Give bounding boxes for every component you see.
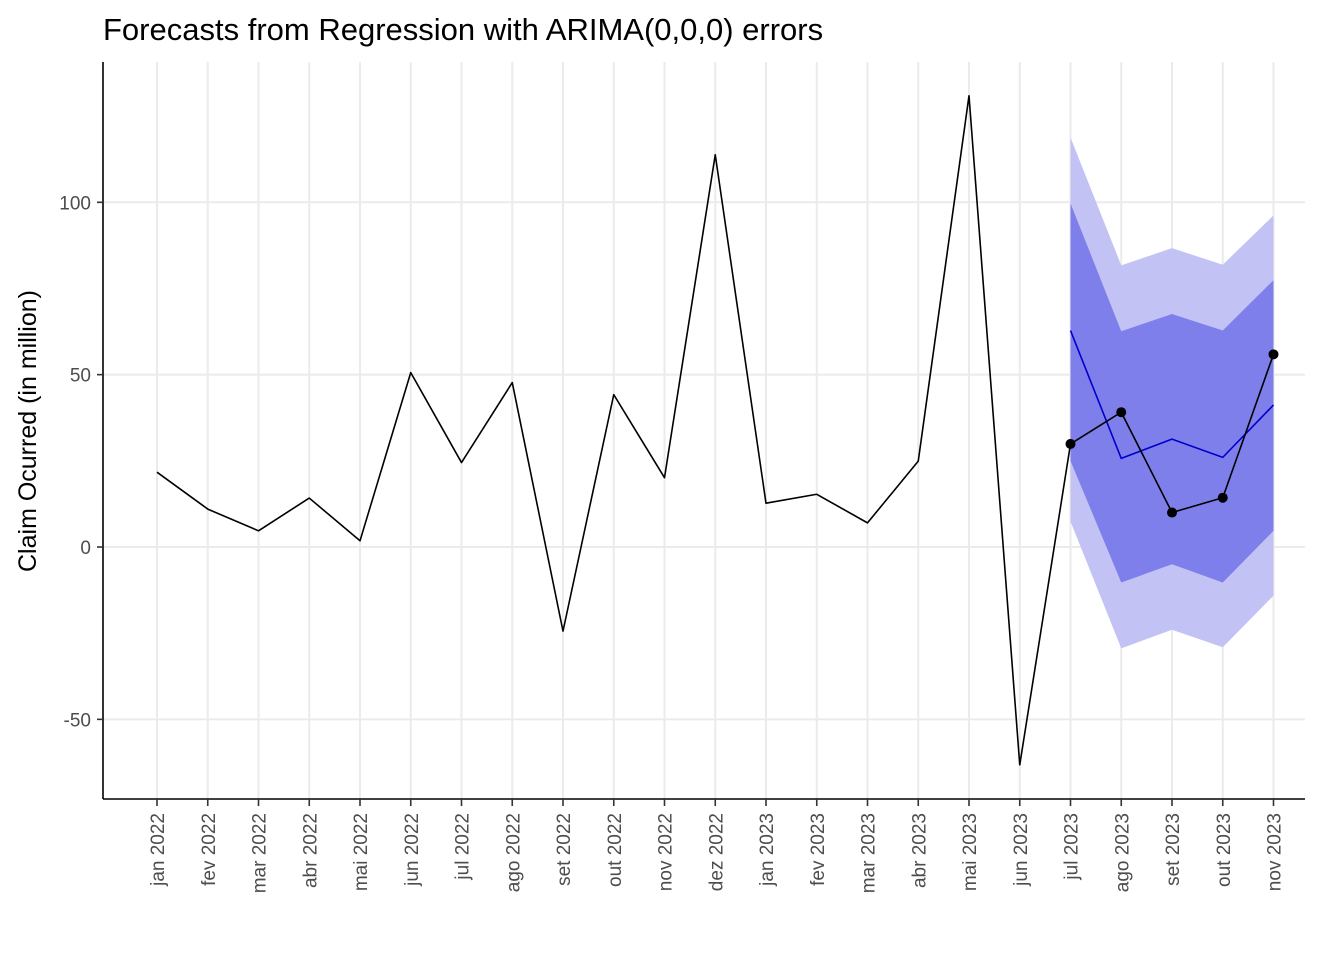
x-tick-label: nov 2022 [656,813,677,891]
x-tick-label: dez 2022 [706,813,727,891]
x-tick-label: fev 2022 [199,813,220,886]
x-tick-label: out 2022 [605,813,626,887]
chart-title: Forecasts from Regression with ARIMA(0,0… [103,12,823,47]
y-tick-label: 0 [80,538,91,559]
actual-point [1065,438,1076,449]
x-tick-label: jul 2022 [453,813,474,881]
forecast-mean-line [1069,330,1275,460]
x-tick-label: abr 2022 [300,813,321,888]
x-tick-label: jun 2023 [1011,813,1032,887]
actual-point [1268,349,1279,360]
x-tick-labels: jan 2022 fev 2022 mar 2022 abr 2022 mai 2022… [148,813,1286,893]
x-tick-label: jun 2022 [402,813,423,887]
actual-point [1116,407,1127,418]
y-tick-label: 50 [70,366,91,387]
x-tick-label: jul 2023 [1062,813,1083,881]
axes [97,62,1305,806]
x-tick-label: mai 2023 [960,813,981,891]
forecast-bands [1070,137,1274,649]
x-tick-label: out 2023 [1214,813,1235,887]
x-tick-label: ago 2022 [503,813,524,892]
grid-lines [103,62,1305,799]
x-tick-label: set 2022 [554,813,575,886]
x-tick-label: mai 2022 [351,813,372,891]
x-tick-label: fev 2023 [808,813,829,886]
y-tick-label: 100 [59,193,91,214]
actual-points [1065,349,1279,518]
history-line [156,94,1072,766]
y-tick-label: -50 [64,710,91,731]
x-tick-label: mar 2022 [250,813,271,893]
x-tick-label: ago 2023 [1112,813,1133,892]
x-tick-label: set 2023 [1163,813,1184,886]
x-tick-label: abr 2023 [909,813,930,888]
x-tick-label: jan 2023 [757,813,778,887]
actual-point [1217,492,1228,503]
x-tick-label: nov 2023 [1265,813,1286,891]
x-tick-label: mar 2023 [859,813,880,893]
y-tick-labels: -50 0 50 100 [59,193,91,731]
x-tick-label: jan 2022 [148,813,169,887]
forecast-band-80 [1070,203,1274,583]
actual-point [1167,507,1177,518]
y-axis-label: Claim Ocurred (in million) [14,290,42,572]
